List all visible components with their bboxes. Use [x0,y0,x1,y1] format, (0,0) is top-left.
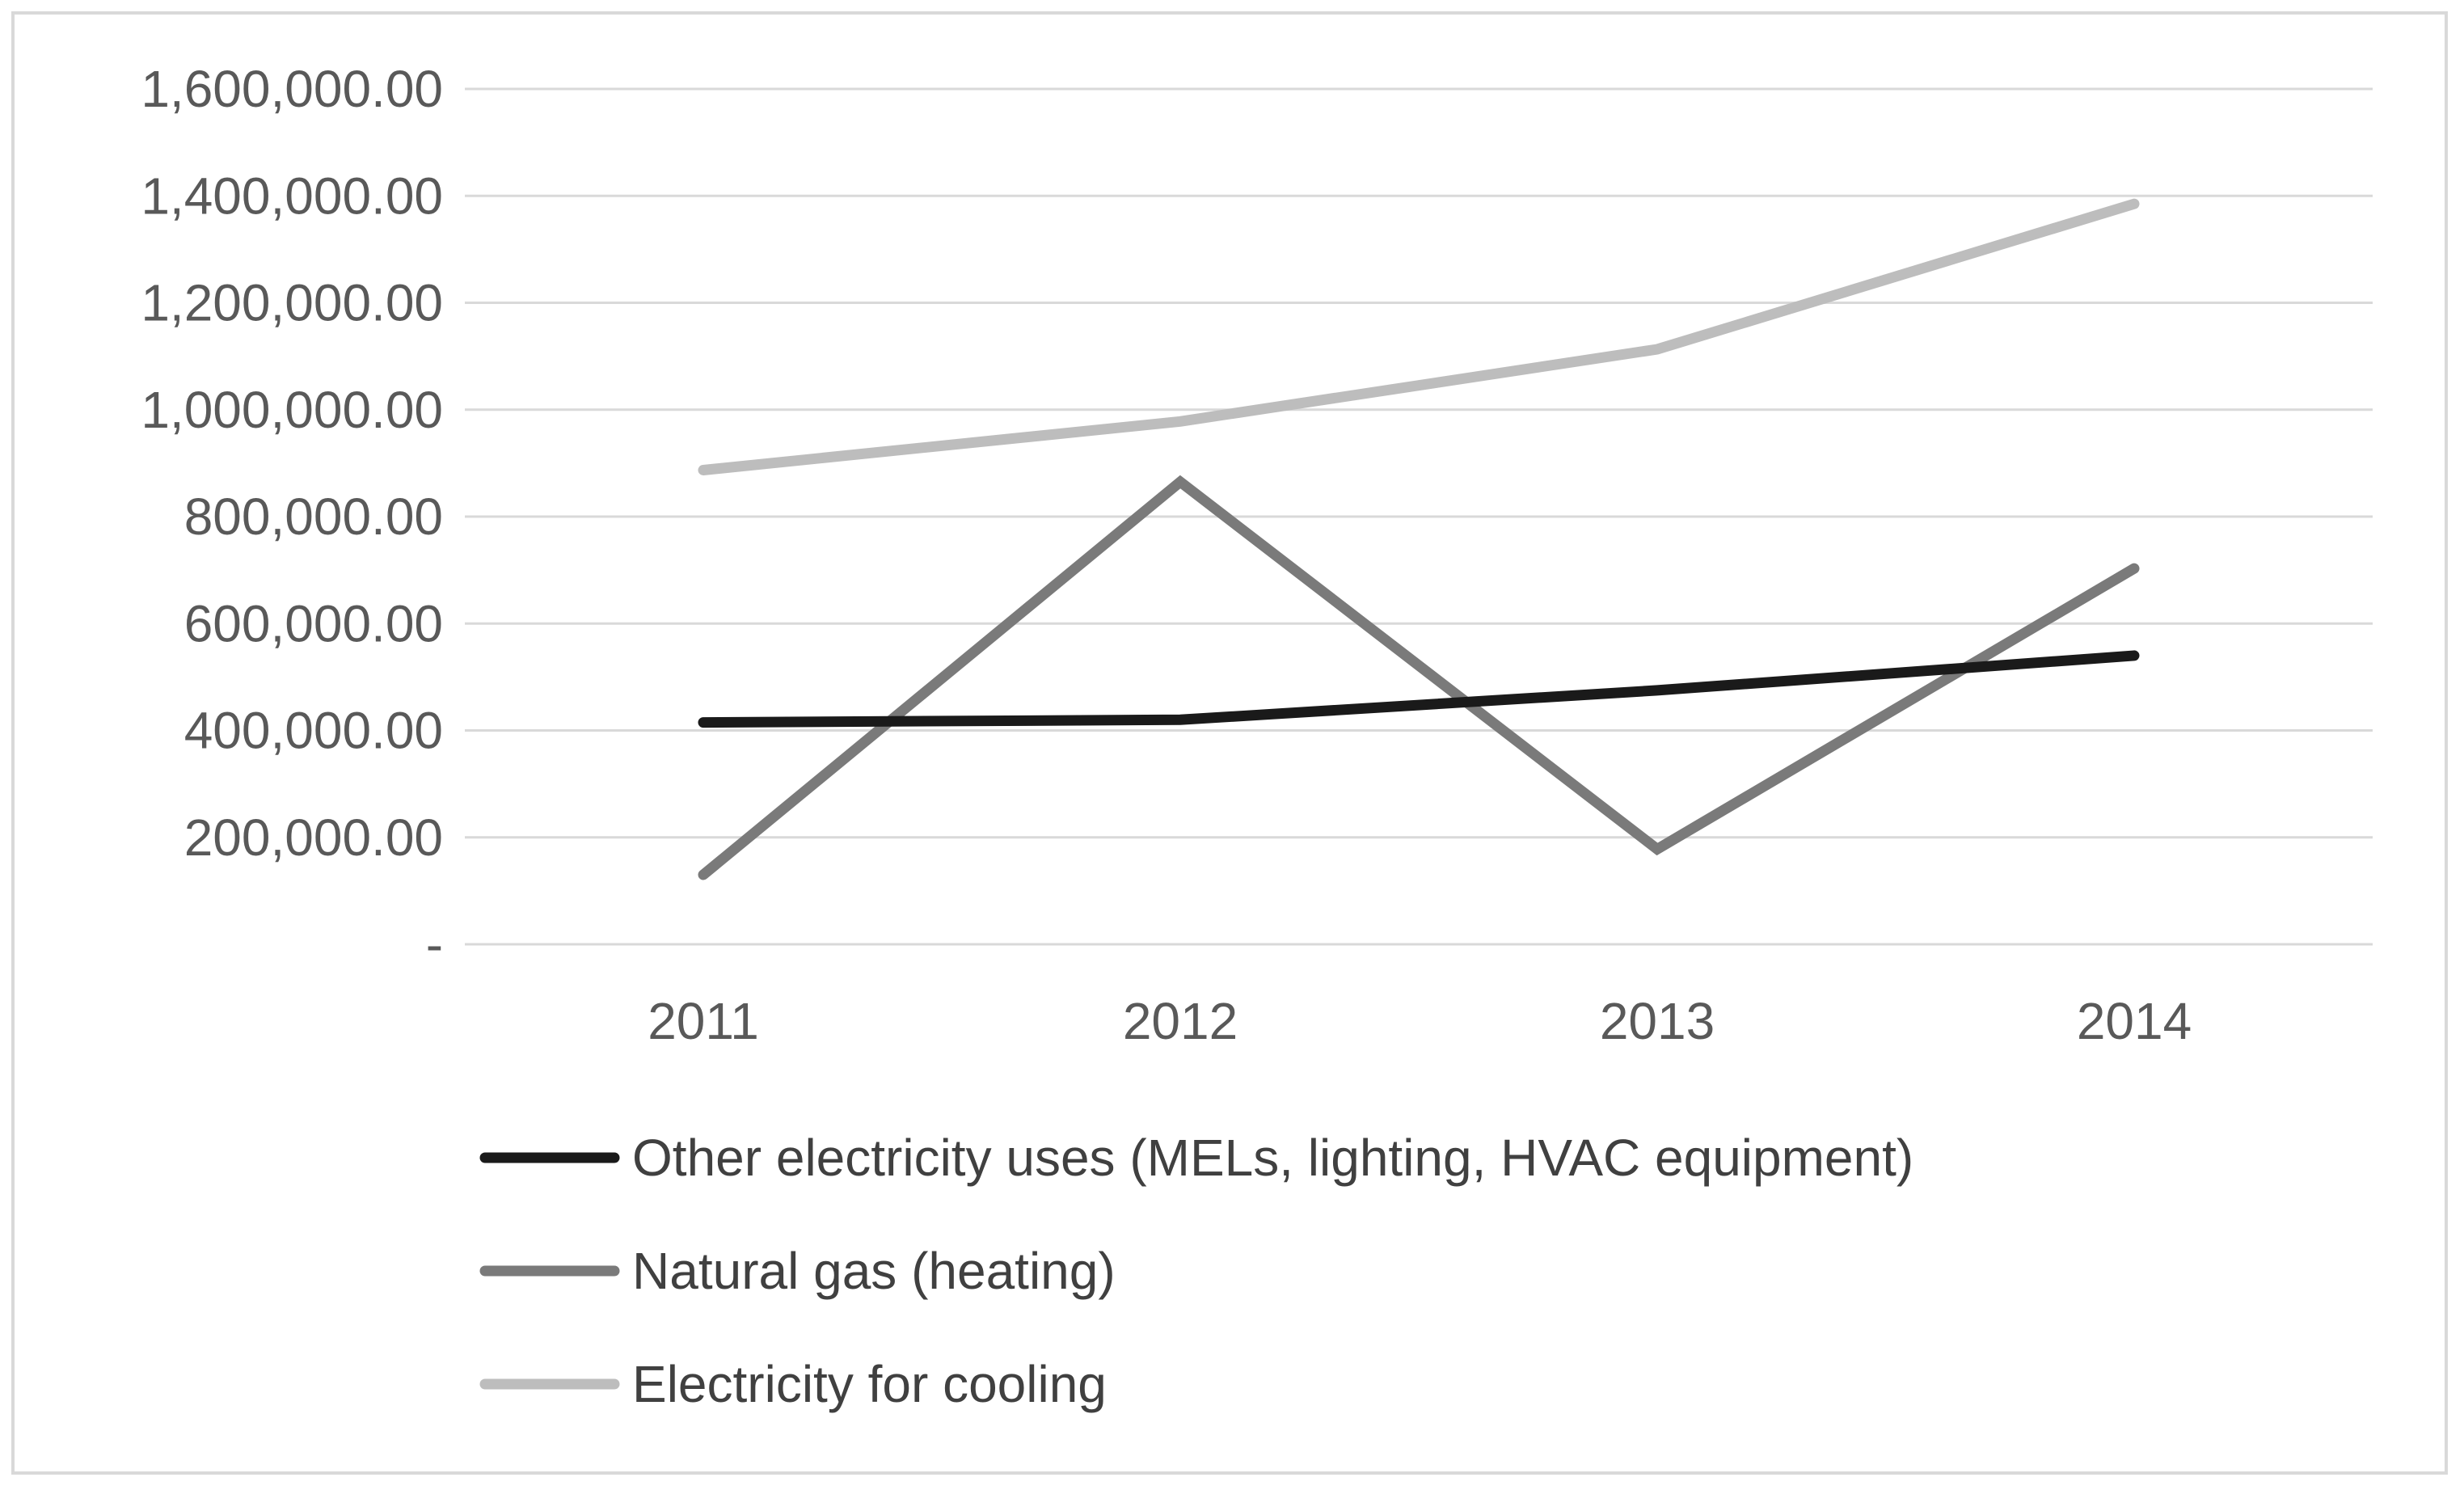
y-axis-tick-labels: - 200,000.00 400,000.00 600,000.00 800,000.0… [141,60,443,973]
x-tick-label: 2011 [648,992,759,1050]
series-line-0 [698,650,2140,728]
x-tick-label: 2012 [1123,992,1238,1050]
y-tick-label: 200,000.00 [184,808,443,867]
y-tick-label: - [426,915,443,973]
x-axis-tick-labels: 2011 2012 2013 2014 [648,992,2192,1050]
x-tick-label: 2014 [2077,992,2192,1050]
y-tick-label: 1,000,000.00 [141,381,443,439]
y-tick-label: 1,400,000.00 [141,167,443,225]
legend-label: Natural gas (heating) [632,1242,1116,1300]
y-tick-label: 800,000.00 [184,488,443,546]
series-line-1 [698,475,2140,880]
x-tick-label: 2013 [1600,992,1715,1050]
y-tick-label: 1,600,000.00 [141,60,443,118]
legend-label: Electricity for cooling [632,1355,1107,1413]
series-line-2 [698,198,2140,475]
y-tick-label: 1,200,000.00 [141,274,443,332]
legend: Other electricity uses (MELs, lighting, … [479,1129,1913,1413]
y-tick-label: 600,000.00 [184,594,443,652]
gridlines [465,87,2373,946]
legend-label: Other electricity uses (MELs, lighting, … [632,1129,1913,1187]
chart-frame [11,11,2448,1475]
series-lines [698,198,2140,880]
y-tick-label: 400,000.00 [184,702,443,760]
